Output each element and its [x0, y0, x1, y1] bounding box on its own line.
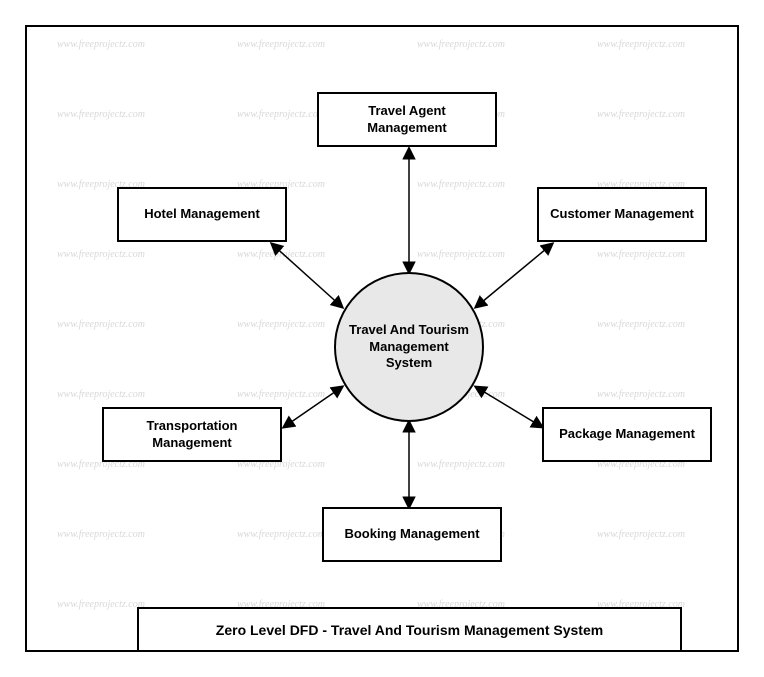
entity-transport: Transportation Management [102, 407, 282, 462]
entity-label: Booking Management [344, 526, 479, 543]
watermark: www.freeprojectz.com [597, 529, 685, 540]
watermark: www.freeprojectz.com [237, 389, 325, 400]
watermark: www.freeprojectz.com [237, 249, 325, 260]
watermark: www.freeprojectz.com [237, 39, 325, 50]
watermark: www.freeprojectz.com [57, 389, 145, 400]
watermark: www.freeprojectz.com [57, 249, 145, 260]
entity-package: Package Management [542, 407, 712, 462]
watermark: www.freeprojectz.com [597, 319, 685, 330]
entity-label: Travel Agent Management [329, 103, 485, 137]
entity-label: Hotel Management [144, 206, 260, 223]
watermark: www.freeprojectz.com [57, 319, 145, 330]
watermark: www.freeprojectz.com [57, 529, 145, 540]
watermark: www.freeprojectz.com [237, 529, 325, 540]
entity-hotel: Hotel Management [117, 187, 287, 242]
watermark: www.freeprojectz.com [57, 39, 145, 50]
entity-travel-agent: Travel Agent Management [317, 92, 497, 147]
watermark: www.freeprojectz.com [417, 179, 505, 190]
watermark: www.freeprojectz.com [597, 39, 685, 50]
entity-label: Package Management [559, 426, 695, 443]
watermark: www.freeprojectz.com [57, 109, 145, 120]
entity-customer: Customer Management [537, 187, 707, 242]
watermark: www.freeprojectz.com [237, 319, 325, 330]
entity-label: Customer Management [550, 206, 694, 223]
center-process-label: Travel And Tourism Management System [346, 322, 472, 373]
watermark: www.freeprojectz.com [417, 39, 505, 50]
watermark: www.freeprojectz.com [417, 459, 505, 470]
entity-label: Transportation Management [114, 418, 270, 452]
diagram-frame: www.freeprojectz.com www.freeprojectz.co… [25, 25, 739, 652]
diagram-title-box: Zero Level DFD - Travel And Tourism Mana… [137, 607, 682, 652]
center-process: Travel And Tourism Management System [334, 272, 484, 422]
diagram-title-label: Zero Level DFD - Travel And Tourism Mana… [216, 622, 603, 638]
watermark: www.freeprojectz.com [57, 599, 145, 610]
watermark: www.freeprojectz.com [597, 249, 685, 260]
watermark: www.freeprojectz.com [417, 249, 505, 260]
watermark: www.freeprojectz.com [597, 389, 685, 400]
watermark: www.freeprojectz.com [597, 109, 685, 120]
entity-booking: Booking Management [322, 507, 502, 562]
watermark: www.freeprojectz.com [237, 109, 325, 120]
